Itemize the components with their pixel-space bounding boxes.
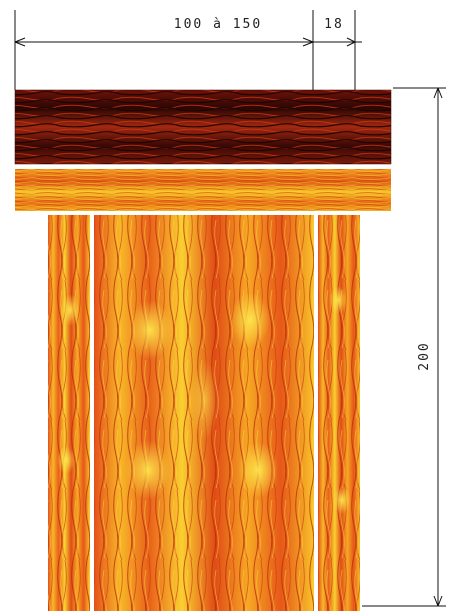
- height-label: 200: [417, 341, 432, 370]
- arrowhead-top-icon: [433, 87, 443, 99]
- lintel-board: [15, 169, 391, 211]
- thickness-arrowhead-icon: [346, 37, 356, 47]
- arrowhead-bottom-icon: [433, 595, 443, 607]
- center-door-panel: [94, 215, 314, 611]
- left-jamb: [48, 215, 90, 611]
- width-dimension: 100 à 150 18: [14, 10, 362, 90]
- head-board: [14, 89, 392, 165]
- arrowhead-right-icon: [302, 37, 314, 47]
- arrowhead-left-icon: [14, 37, 26, 47]
- thickness-label: 18: [324, 17, 344, 32]
- width-label: 100 à 150: [174, 17, 262, 32]
- height-dimension: 200: [362, 87, 446, 607]
- right-jamb: [318, 215, 360, 611]
